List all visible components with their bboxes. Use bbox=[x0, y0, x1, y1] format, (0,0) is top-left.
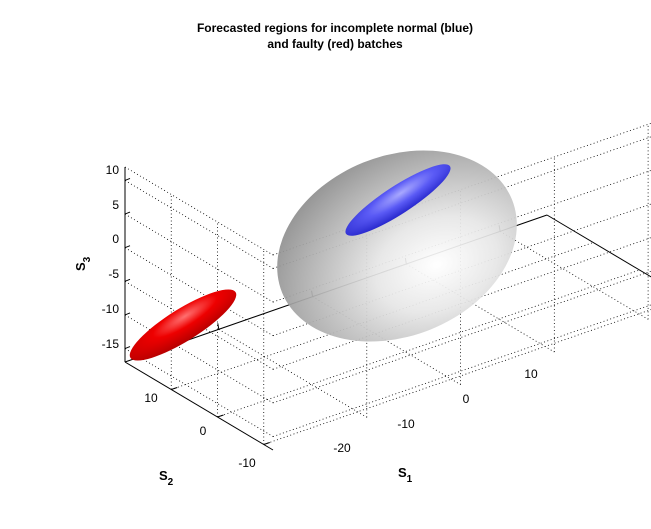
grid-line bbox=[272, 237, 651, 370]
region-red-shape bbox=[129, 289, 237, 361]
y-tick-mark bbox=[263, 442, 270, 445]
y-tick-mark bbox=[171, 387, 178, 390]
z-tick-mark bbox=[124, 346, 131, 350]
x-axis-label-main: S bbox=[398, 465, 407, 480]
grid-line bbox=[124, 247, 274, 337]
chart-title-line-1: Forecasted regions for incomplete normal… bbox=[197, 21, 473, 35]
x-tick-label: 0 bbox=[463, 392, 470, 406]
region-gray bbox=[277, 150, 517, 342]
grid-line bbox=[263, 309, 651, 445]
region-red bbox=[129, 289, 237, 361]
z-tick-mark bbox=[124, 211, 131, 215]
grid-line bbox=[272, 304, 651, 437]
y-axis-label-main: S bbox=[159, 468, 168, 483]
region-blue bbox=[345, 164, 451, 236]
y-axis-line bbox=[124, 361, 274, 451]
x-tick-mark bbox=[217, 323, 220, 330]
y-tick-label: 10 bbox=[144, 391, 158, 405]
y-tick-label: 0 bbox=[200, 424, 207, 438]
z-tick-mark bbox=[124, 177, 131, 181]
z-tick-label: 5 bbox=[112, 198, 119, 212]
chart-title-line-2: and faulty (red) batches bbox=[267, 37, 403, 51]
z-tick-label: -15 bbox=[102, 337, 120, 351]
grid-line bbox=[124, 348, 274, 437]
z-axis-label-main: S bbox=[73, 262, 88, 271]
x-axis-label-sub: 1 bbox=[407, 474, 413, 485]
grid-line bbox=[124, 213, 274, 303]
grid-line bbox=[124, 280, 274, 370]
grid-line bbox=[272, 270, 651, 404]
z-tick-label: -5 bbox=[108, 267, 119, 281]
region-blue-shape bbox=[345, 164, 451, 236]
z-tick-label: -10 bbox=[102, 302, 120, 316]
y-axis-line bbox=[546, 214, 651, 278]
grid-line bbox=[171, 242, 594, 390]
z-tick-mark bbox=[124, 245, 131, 249]
region-gray-shape bbox=[277, 150, 517, 342]
grid-line bbox=[124, 166, 274, 256]
x-tick-label: -10 bbox=[397, 417, 415, 431]
y-tick-mark bbox=[217, 414, 224, 418]
z-axis-label-sub: 3 bbox=[82, 256, 93, 262]
y-axis-label-sub: 2 bbox=[168, 477, 174, 488]
z-axis-label: S3 bbox=[73, 256, 93, 271]
x-axis-label: S1 bbox=[398, 465, 413, 485]
z-tick-label: 0 bbox=[112, 232, 119, 246]
z-tick-mark bbox=[124, 278, 131, 282]
z-tick-mark bbox=[124, 312, 131, 316]
x-tick-label: 10 bbox=[524, 367, 538, 381]
y-axis-label: S2 bbox=[159, 468, 174, 488]
grid-line bbox=[217, 269, 640, 418]
grid-line bbox=[499, 230, 649, 320]
x-tick-label: -20 bbox=[333, 441, 351, 455]
grid-line bbox=[124, 180, 274, 269]
grid-line bbox=[218, 328, 367, 418]
y-tick-label: -10 bbox=[238, 456, 256, 470]
z-tick-label: 10 bbox=[106, 163, 120, 177]
